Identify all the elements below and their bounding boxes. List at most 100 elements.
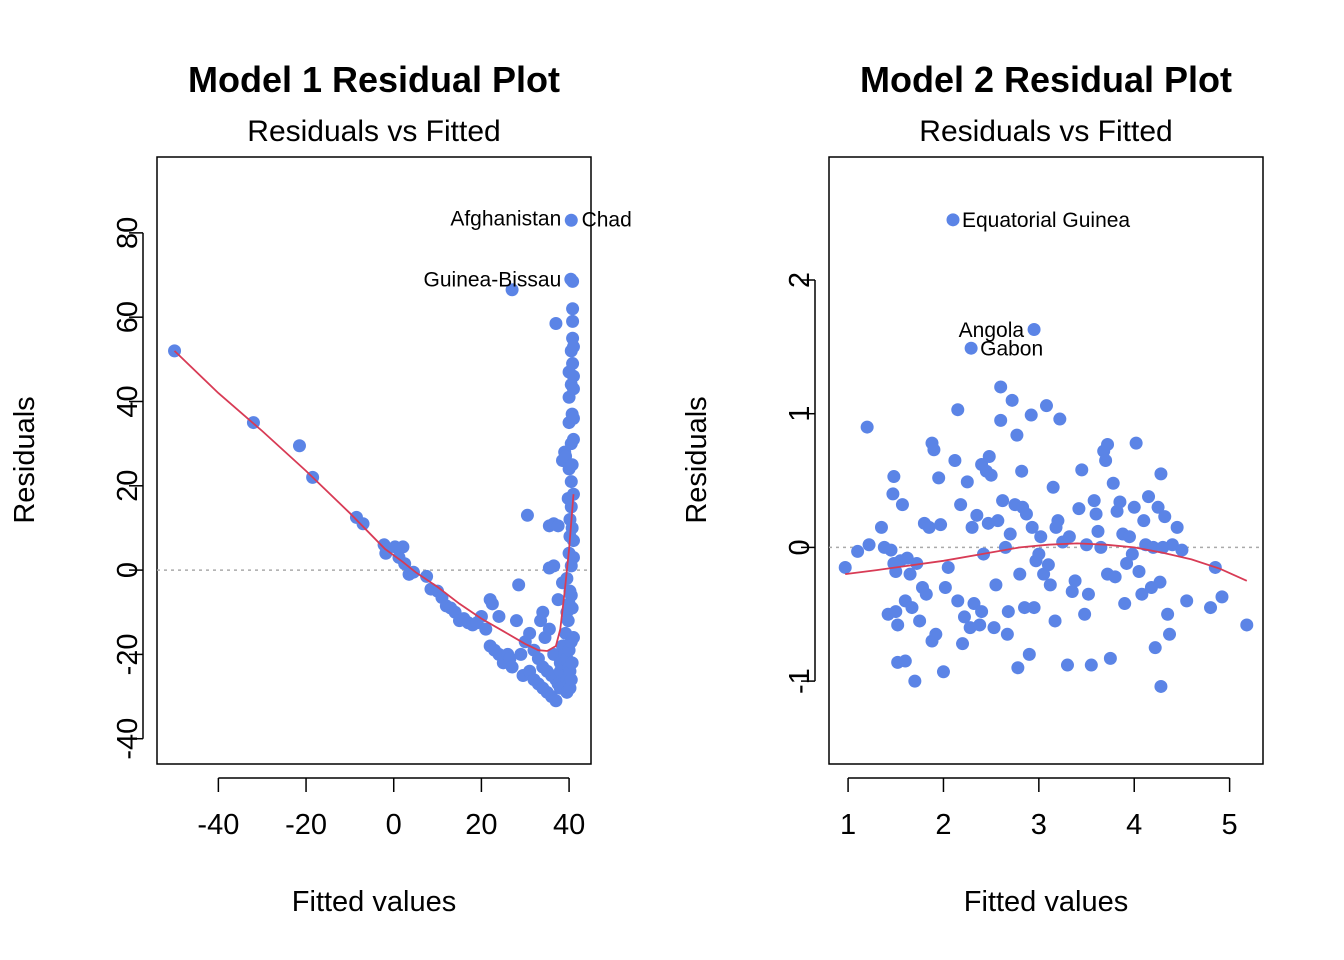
panel-2-data-point bbox=[900, 551, 914, 565]
panel-2-data-point bbox=[874, 520, 888, 534]
panel-1-x-tick-label: 20 bbox=[465, 809, 497, 841]
panel-2-data-point bbox=[982, 449, 996, 463]
panel-1-points bbox=[168, 213, 580, 708]
panel-2-data-point bbox=[1094, 540, 1108, 554]
panel-1-data-point bbox=[564, 213, 578, 227]
panel-2-data-point bbox=[948, 454, 962, 467]
panel-2-data-point bbox=[905, 601, 919, 615]
panel-1-data-point bbox=[514, 647, 528, 661]
panel-2-annotation: Equatorial Guinea bbox=[962, 209, 1130, 232]
panel-2-data-point bbox=[975, 605, 989, 619]
panel-1-data-point bbox=[505, 660, 519, 674]
panel-2-data-point bbox=[946, 213, 960, 227]
panel-1-data-point bbox=[505, 283, 519, 297]
panel-2-data-point bbox=[1053, 412, 1067, 426]
panel-2-data-point bbox=[1048, 614, 1062, 628]
panel-2-data-point bbox=[860, 420, 874, 434]
panel-model-1: Model 1 Residual Plot Residuals vs Fitte… bbox=[9, 59, 632, 918]
panel-2-smooth-line bbox=[845, 542, 1248, 582]
panel-1-y-tick-label: 20 bbox=[112, 470, 144, 502]
panel-2-data-point bbox=[1151, 500, 1165, 514]
panel-2-data-point bbox=[1089, 507, 1103, 521]
panel-2-data-point bbox=[941, 560, 955, 574]
panel-2-data-point bbox=[1022, 647, 1036, 661]
panel-2-data-point bbox=[1034, 530, 1048, 544]
panel-2-data-point bbox=[1081, 587, 1095, 601]
panel-2-data-point bbox=[1011, 661, 1025, 675]
panel-1-data-point bbox=[566, 432, 580, 446]
panel-1-data-point bbox=[565, 521, 579, 535]
panel-2-data-point bbox=[919, 587, 933, 601]
panel-2-y-axis-label: Residuals bbox=[681, 396, 713, 523]
panel-2-annotation: Gabon bbox=[980, 338, 1043, 361]
panel-1-data-point bbox=[566, 302, 580, 316]
panel-1-data-point bbox=[479, 622, 493, 636]
panel-2-data-point bbox=[1065, 585, 1079, 599]
panel-2-data-point bbox=[1108, 570, 1122, 584]
panel-2-data-point bbox=[908, 674, 922, 688]
panel-1-data-point bbox=[566, 314, 580, 328]
panel-2-data-point bbox=[1101, 437, 1115, 451]
panel-1-y-axis: -40 -20 0 20 40 60 80 bbox=[112, 217, 144, 760]
panel-1-y-tick-label: 60 bbox=[112, 301, 144, 333]
panel-2-data-point bbox=[1137, 514, 1151, 528]
panel-2-y-tick-label: 1 bbox=[784, 406, 816, 422]
panel-1-data-point bbox=[396, 540, 410, 554]
panel-2-data-point bbox=[951, 403, 965, 417]
panel-2-data-point bbox=[1154, 467, 1168, 481]
panel-2-data-point bbox=[922, 520, 936, 534]
panel-2-points bbox=[838, 213, 1254, 693]
panel-2-subtitle: Residuals vs Fitted bbox=[919, 115, 1172, 148]
panel-2-data-point bbox=[970, 508, 984, 522]
panel-2-x-axis-label: Fitted values bbox=[964, 886, 1128, 918]
panel-2-data-point bbox=[973, 618, 987, 632]
panel-2-data-point bbox=[1062, 530, 1076, 544]
panel-2-data-point bbox=[954, 498, 968, 512]
panel-2-data-point bbox=[1099, 454, 1113, 467]
panel-2-data-point bbox=[994, 413, 1008, 427]
panel-2-data-point bbox=[1084, 658, 1098, 672]
panel-2-x-tick-label: 1 bbox=[840, 809, 856, 841]
panel-2-data-point bbox=[891, 618, 905, 632]
panel-2-data-point bbox=[938, 581, 952, 595]
panel-2-data-point bbox=[1039, 399, 1053, 413]
panel-2-data-point bbox=[1013, 567, 1027, 581]
panel-2-data-point bbox=[913, 614, 927, 628]
panel-2-data-point bbox=[1154, 679, 1168, 693]
panel-1-data-point bbox=[292, 439, 306, 453]
panel-2-data-point bbox=[1113, 495, 1127, 509]
panel-2-data-point bbox=[838, 560, 852, 574]
panel-2-data-point bbox=[1003, 527, 1017, 541]
panel-2-data-point bbox=[862, 538, 876, 552]
panel-2-data-point bbox=[1204, 601, 1218, 615]
panel-1-lowess-curve bbox=[173, 350, 575, 652]
panel-1-data-point bbox=[566, 369, 580, 383]
panel-1-y-tick-label: -40 bbox=[112, 718, 144, 760]
panel-2-data-point bbox=[1046, 480, 1060, 494]
panel-1-y-tick-label: -20 bbox=[112, 633, 144, 675]
panel-1-plot-box bbox=[156, 156, 592, 765]
panel-2-data-point bbox=[984, 468, 998, 482]
panel-2-lowess-curve bbox=[845, 542, 1248, 582]
panel-2-data-point bbox=[1158, 510, 1172, 524]
panel-2-data-point bbox=[956, 637, 970, 651]
panel-2-data-point bbox=[996, 494, 1010, 508]
panel-2-data-point bbox=[1024, 408, 1038, 422]
panel-2-data-point bbox=[1127, 500, 1141, 514]
panel-2-x-tick-label: 3 bbox=[1031, 809, 1047, 841]
panel-1-data-point bbox=[566, 274, 580, 288]
panel-2-data-point bbox=[910, 556, 924, 570]
panel-1-data-point bbox=[566, 631, 580, 645]
panel-2-data-point bbox=[965, 520, 979, 534]
panel-2-data-point bbox=[903, 567, 917, 581]
panel-1-annotation: Guinea-Bissau bbox=[424, 269, 562, 292]
panel-1-data-point bbox=[520, 508, 534, 522]
panel-1-data-point bbox=[565, 601, 579, 615]
panel-2-data-point bbox=[1078, 607, 1092, 621]
panel-2-data-point bbox=[1103, 651, 1117, 665]
panel-2-data-point bbox=[989, 578, 1003, 592]
panel-2-data-point bbox=[1000, 627, 1014, 641]
panel-2-data-point bbox=[1106, 476, 1120, 490]
